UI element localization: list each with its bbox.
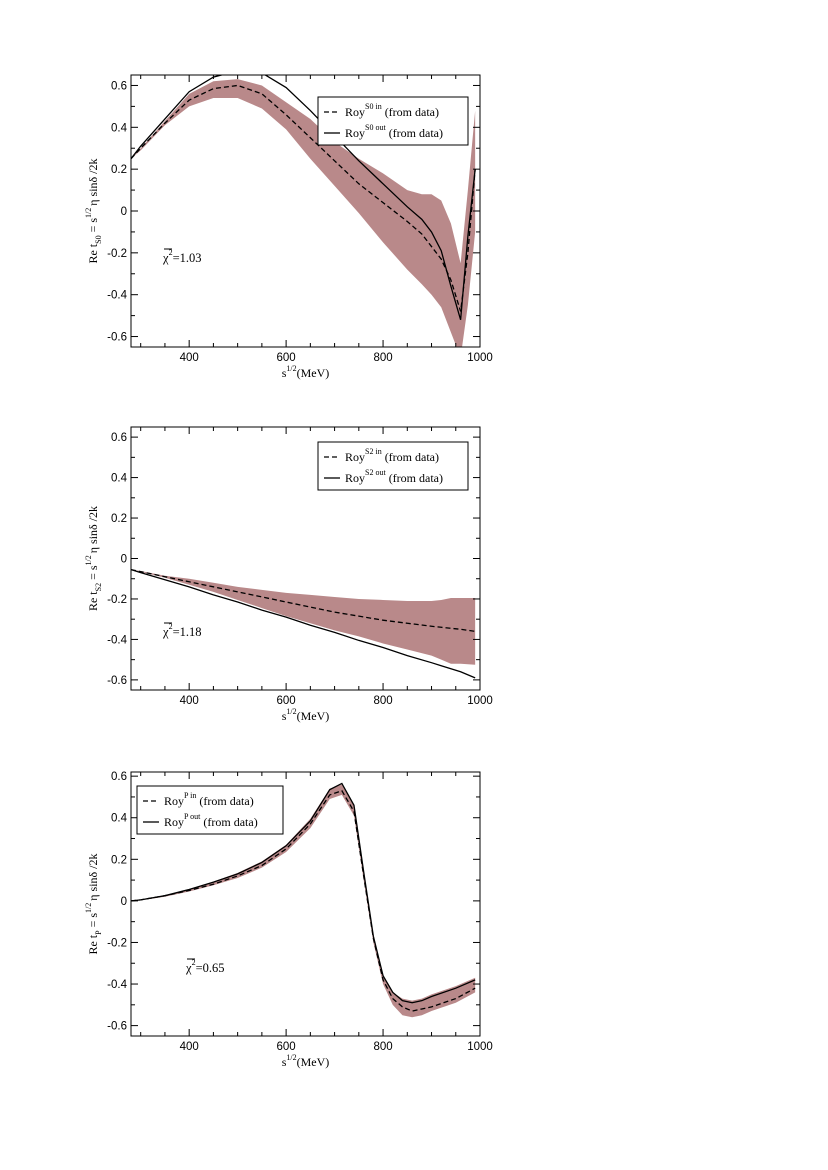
x-tick-label: 400 xyxy=(180,1041,199,1053)
y-tick-label: 0 xyxy=(121,554,127,566)
x-tick-label: 1000 xyxy=(467,1041,493,1053)
y-tick-label: -0.6 xyxy=(107,675,127,687)
chi-squared-annotation: χ2=0.65 xyxy=(185,958,225,975)
y-tick-label: -0.4 xyxy=(107,634,127,646)
series-line-out xyxy=(131,569,476,679)
x-axis-label: s1/2(MeV) xyxy=(282,707,330,723)
svg-text:χ2=1.03: χ2=1.03 xyxy=(162,248,202,265)
chi-squared-annotation: χ2=1.03 xyxy=(162,248,202,265)
y-tick-label: 0.6 xyxy=(111,432,127,444)
svg-text:χ2=1.18: χ2=1.18 xyxy=(162,622,202,639)
y-tick-label: 0.4 xyxy=(111,473,128,485)
legend: RoyS0 in (from data) RoyS0 out (from data… xyxy=(317,96,469,146)
y-tick-label: -0.2 xyxy=(107,594,127,606)
x-tick-label: 600 xyxy=(277,352,296,364)
y-tick-label: 0.4 xyxy=(111,813,128,825)
y-tick-label: 0.4 xyxy=(111,122,128,134)
y-axis-label: Re tS0 = s1/2η sinδ /2k xyxy=(84,158,103,263)
y-tick-label: 0.6 xyxy=(111,771,127,783)
series-line-out xyxy=(131,75,476,320)
legend-entry: RoyS0 in (from data) xyxy=(345,102,439,119)
x-tick-label: 400 xyxy=(180,352,199,364)
y-tick-label: 0.2 xyxy=(111,513,127,525)
y-axis-label: Re tS2 = s1/2η sinδ /2k xyxy=(84,506,103,611)
y-tick-label: 0.2 xyxy=(111,854,127,866)
chi-squared-annotation: χ2=1.18 xyxy=(162,622,202,639)
series-line-in xyxy=(131,789,476,1012)
legend-entry: RoyP in (from data) xyxy=(164,791,254,808)
legend-entry: RoyS2 in (from data) xyxy=(345,447,439,464)
legend: RoyS2 in (from data) RoyS2 out (from data… xyxy=(317,441,469,491)
y-tick-label: -0.4 xyxy=(107,979,127,991)
x-tick-label: 800 xyxy=(373,695,392,707)
y-tick-label: -0.2 xyxy=(107,248,127,260)
series-line-in xyxy=(131,84,476,312)
plot-frame xyxy=(130,771,481,1037)
y-tick-label: 0.6 xyxy=(111,80,127,92)
legend: RoyP in (from data) RoyP out (from data) xyxy=(136,785,284,835)
y-tick-label: -0.2 xyxy=(107,937,127,949)
x-tick-label: 600 xyxy=(277,1041,296,1053)
legend-entry: RoyS2 out (from data) xyxy=(345,468,443,485)
x-tick-label: 800 xyxy=(373,352,392,364)
series-line-out xyxy=(131,782,476,1004)
x-tick-label: 800 xyxy=(373,1041,392,1053)
chart-p-panel: 400 600 800 1000 0.6 0.4 0.2 0 -0.2 -0.4 -0.6 s1/2(… xyxy=(84,771,493,1069)
x-tick-label: 600 xyxy=(277,695,296,707)
chart-s0-panel: 400 600 800 1000 0.6 0.4 0.2 0 -0.2 -0.4 -0.6 s1/2(… xyxy=(84,74,493,380)
x-axis-label: s1/2(MeV) xyxy=(282,1053,330,1069)
error-band xyxy=(131,569,476,665)
y-tick-label: 0.2 xyxy=(111,164,127,176)
x-tick-label: 400 xyxy=(180,695,199,707)
x-axis-label: s1/2(MeV) xyxy=(282,364,330,380)
legend-entry: RoyP out (from data) xyxy=(164,812,258,829)
y-tick-label: -0.6 xyxy=(107,332,127,344)
series-line-in xyxy=(131,568,476,632)
y-tick-label: 0 xyxy=(121,896,127,908)
svg-text:χ2=0.65: χ2=0.65 xyxy=(185,958,225,975)
y-tick-label: -0.4 xyxy=(107,290,127,302)
chart-s2-panel: 400 600 800 1000 0.6 0.4 0.2 0 -0.2 -0.4 -0.6 s1/2(… xyxy=(84,426,493,723)
x-tick-label: 1000 xyxy=(467,352,493,364)
legend-entry: RoyS0 out (from data) xyxy=(345,123,443,140)
y-tick-label: 0 xyxy=(121,206,127,218)
y-axis-label: Re tP = s1/2η sinδ /2k xyxy=(84,853,103,954)
y-tick-label: -0.6 xyxy=(107,1021,127,1033)
error-band xyxy=(131,79,476,347)
x-tick-label: 1000 xyxy=(467,695,493,707)
